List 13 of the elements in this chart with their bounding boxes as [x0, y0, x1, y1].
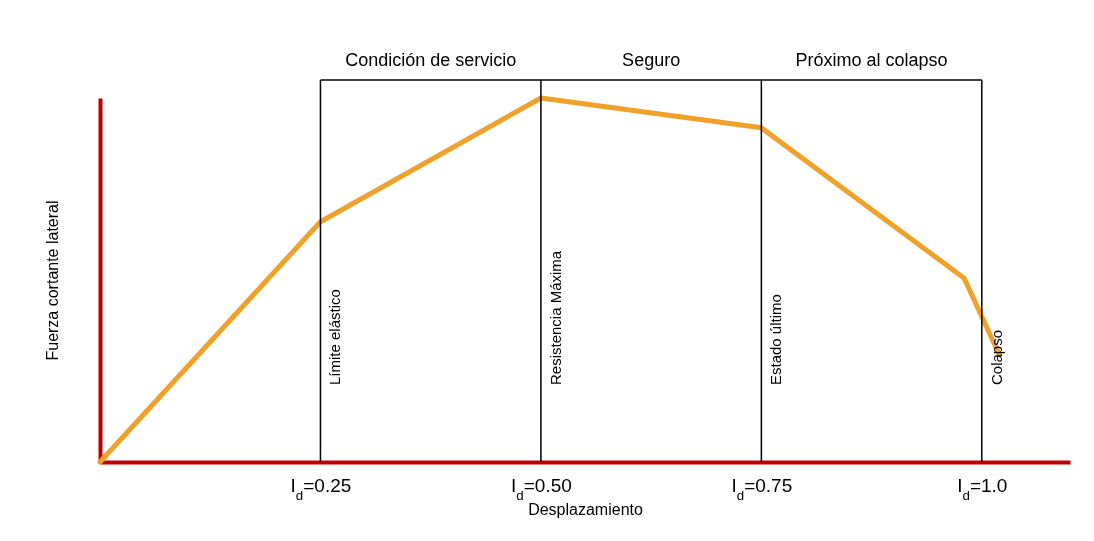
- x-tick-label: I$_{d}$=0.25: [290, 474, 352, 502]
- text: Condición de servicio: [345, 50, 517, 70]
- text: Seguro: [622, 50, 681, 70]
- text: Próximo al colapso: [795, 50, 948, 70]
- x-axis-title: Desplazamiento: [528, 500, 643, 518]
- x-tick-label: I$_{d}$=0.50: [511, 474, 572, 502]
- ref-line-label: Límite elástico: [326, 289, 344, 385]
- ref-line-label: Estado último: [767, 294, 785, 385]
- y-axis-title: Fuerza cortante lateral: [43, 200, 61, 361]
- ref-line-label: Resistencia Máxima: [546, 250, 564, 385]
- x-tick-label: I$_{d}$=0.75: [731, 474, 793, 502]
- x-tick-label: I$_{d}$=1.0: [957, 474, 1008, 502]
- ref-line-label: Colapso: [987, 329, 1005, 385]
